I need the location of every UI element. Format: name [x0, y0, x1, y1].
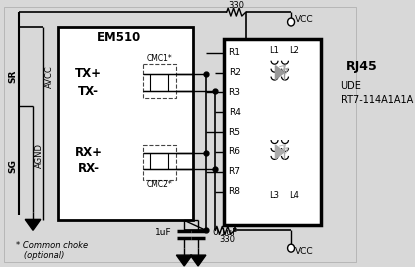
Polygon shape	[25, 219, 41, 230]
Text: UDE: UDE	[341, 81, 361, 92]
Bar	[143, 145, 176, 180]
Text: L4: L4	[289, 191, 299, 200]
Text: EM510: EM510	[97, 32, 142, 44]
Polygon shape	[276, 145, 284, 159]
Text: TX+: TX+	[75, 67, 102, 80]
Text: CMC2*: CMC2*	[147, 180, 173, 189]
Bar	[58, 27, 193, 220]
Text: SR: SR	[9, 70, 17, 83]
Text: CMC1*: CMC1*	[147, 54, 173, 63]
Text: VCC: VCC	[295, 247, 314, 256]
Text: L1: L1	[269, 46, 279, 55]
Text: R4: R4	[229, 108, 241, 117]
Polygon shape	[276, 66, 284, 80]
Text: R5: R5	[229, 128, 241, 137]
Text: RJ45: RJ45	[346, 60, 378, 73]
Text: VCC: VCC	[295, 14, 314, 23]
Text: (optional): (optional)	[16, 251, 64, 260]
Text: R2: R2	[229, 68, 241, 77]
Text: * Common choke: * Common choke	[16, 241, 88, 250]
Text: R1: R1	[229, 48, 241, 57]
Text: 330: 330	[228, 1, 244, 10]
Text: 1uF: 1uF	[155, 228, 172, 237]
Polygon shape	[190, 255, 206, 266]
Circle shape	[288, 18, 295, 26]
Text: SG: SG	[9, 159, 17, 173]
Text: RT7-114A1A1A: RT7-114A1A1A	[341, 95, 413, 105]
Text: RX+: RX+	[75, 146, 103, 159]
Text: R8: R8	[229, 187, 241, 196]
Text: R3: R3	[229, 88, 241, 97]
Text: L3: L3	[269, 191, 279, 200]
Text: L2: L2	[289, 46, 299, 55]
Text: R6: R6	[229, 147, 241, 156]
Text: AGND: AGND	[34, 143, 44, 168]
Text: AVCC: AVCC	[45, 65, 54, 88]
Circle shape	[288, 244, 295, 252]
Bar	[143, 64, 176, 99]
Text: R7: R7	[229, 167, 241, 176]
Text: TX-: TX-	[78, 85, 99, 98]
Text: RX-: RX-	[78, 162, 100, 175]
Polygon shape	[176, 255, 192, 266]
Bar	[224, 39, 322, 225]
Text: 330: 330	[220, 235, 236, 244]
Text: 0.1uF: 0.1uF	[212, 228, 237, 237]
